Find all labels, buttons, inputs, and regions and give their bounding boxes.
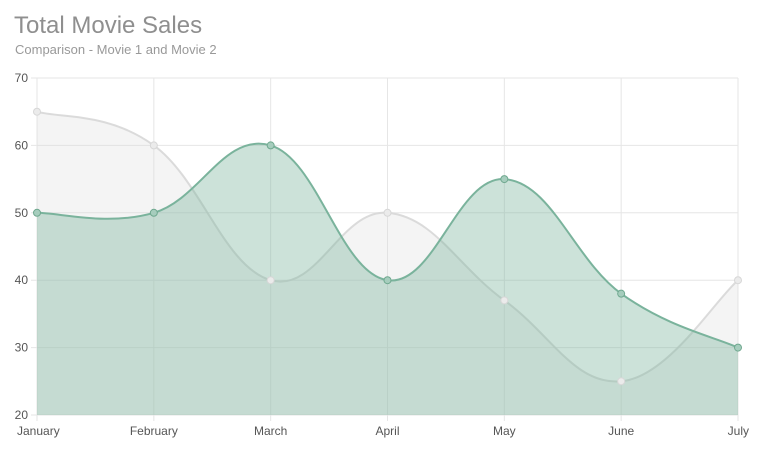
x-tick-label: April: [375, 424, 399, 438]
y-tick-label: 50: [15, 206, 29, 220]
y-tick-label: 60: [15, 138, 29, 152]
series-2-point[interactable]: [617, 289, 626, 298]
y-tick-label: 30: [15, 341, 29, 355]
x-tick-label: March: [254, 424, 287, 438]
chart-subtitle: Comparison - Movie 1 and Movie 2: [15, 42, 217, 57]
series-1-area: [37, 111, 738, 415]
series-2-point[interactable]: [500, 175, 509, 184]
series-1-point[interactable]: [149, 141, 158, 150]
series-points: [33, 107, 742, 386]
series-1-point[interactable]: [734, 276, 742, 285]
series-1-point[interactable]: [266, 276, 275, 285]
y-axis: 20 30 40 50 60 70: [15, 71, 29, 422]
series-1-point[interactable]: [33, 107, 41, 116]
x-tick-label: February: [130, 424, 178, 438]
series-1-point[interactable]: [500, 296, 509, 305]
y-tick-label: 70: [15, 71, 29, 85]
y-tick-label: 20: [15, 408, 29, 422]
series-2-point[interactable]: [33, 208, 41, 217]
series-1-point[interactable]: [617, 377, 626, 386]
series-2-point[interactable]: [266, 141, 275, 150]
series-2-point[interactable]: [149, 208, 158, 217]
series-2-point[interactable]: [383, 276, 392, 285]
x-tick-label: July: [728, 424, 749, 438]
x-axis: January February March April May June July: [17, 424, 749, 438]
chart-title: Total Movie Sales: [14, 12, 203, 39]
x-tick-label: May: [493, 424, 516, 438]
grid-lines: [31, 77, 739, 421]
x-tick-label: January: [17, 424, 60, 438]
series-2-area: [37, 143, 738, 415]
x-tick-label: June: [608, 424, 634, 438]
series-2-point[interactable]: [734, 343, 742, 352]
series-1-point[interactable]: [383, 208, 392, 217]
y-tick-label: 40: [15, 273, 29, 287]
